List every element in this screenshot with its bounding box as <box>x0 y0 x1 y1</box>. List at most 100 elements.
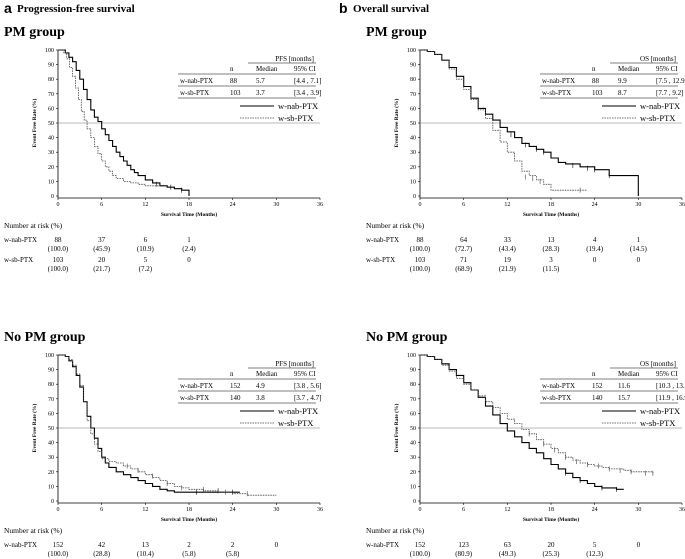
risk-table-title: Number at risk (%) <box>366 526 425 535</box>
risk-count: 88 <box>55 236 63 244</box>
km-curve-w-sb-ptx <box>58 49 160 187</box>
table-cell: 140 <box>592 394 603 402</box>
risk-count: 20 <box>548 541 556 549</box>
y-tick-label: 90 <box>410 63 416 69</box>
table-header-cell: n <box>592 370 596 378</box>
y-tick-label: 20 <box>48 470 54 476</box>
legend-label: w-sb-PTX <box>278 113 313 123</box>
y-tick-label: 70 <box>48 397 54 403</box>
risk-count: 103 <box>415 256 426 264</box>
table-cell: [7.7 , 9.2] <box>656 89 683 97</box>
x-tick-label: 36 <box>317 507 323 513</box>
risk-percent: (100.0) <box>48 550 69 558</box>
x-tick-label: 36 <box>317 202 323 208</box>
x-axis-label: Survival Time (Months) <box>523 516 579 523</box>
risk-percent: (10.4) <box>137 550 155 558</box>
risk-count: 13 <box>548 236 556 244</box>
risk-row-label: w-nab-PTX <box>4 236 37 244</box>
panel-title-pfs: Progression-free survival <box>17 3 135 15</box>
table-cell: 9.9 <box>618 77 627 85</box>
table-header-cell: Median <box>618 65 640 73</box>
table-header-cell: n <box>230 370 234 378</box>
y-tick-label: 20 <box>48 165 54 171</box>
risk-percent: (11.5) <box>543 265 560 273</box>
x-tick-label: 6 <box>462 507 465 513</box>
y-tick-label: 80 <box>410 382 416 388</box>
table-header-cell: 95% CI <box>294 65 316 73</box>
y-tick-label: 90 <box>410 368 416 374</box>
table-header-cell: 95% CI <box>656 370 678 378</box>
risk-row-label: w-sb-PTX <box>4 256 33 264</box>
y-tick-label: 80 <box>48 77 54 83</box>
x-tick-label: 0 <box>419 507 422 513</box>
x-tick-label: 30 <box>273 202 279 208</box>
panel-letter-b: b <box>339 0 348 16</box>
x-tick-label: 18 <box>186 202 192 208</box>
km-curve-w-sb-ptx <box>58 354 277 496</box>
x-axis-label: Survival Time (Months) <box>523 211 579 218</box>
risk-percent: (12.3) <box>586 550 604 558</box>
risk-count: 71 <box>460 256 468 264</box>
risk-percent: (21.9) <box>499 265 517 273</box>
table-cell: 5.7 <box>256 77 265 85</box>
y-tick-label: 50 <box>410 426 416 432</box>
risk-count: 3 <box>549 256 553 264</box>
table-cell: 15.7 <box>618 394 631 402</box>
risk-count: 64 <box>460 236 468 244</box>
risk-percent: (2.4) <box>182 245 196 253</box>
x-tick-label: 18 <box>548 202 554 208</box>
table-cell: w-nab-PTX <box>180 382 213 390</box>
risk-count: 13 <box>142 541 150 549</box>
risk-count: 123 <box>458 541 469 549</box>
risk-count: 0 <box>637 256 641 264</box>
table-cell: 152 <box>592 382 603 390</box>
y-tick-label: 20 <box>410 470 416 476</box>
y-tick-label: 30 <box>48 150 54 156</box>
risk-count: 0 <box>275 541 279 549</box>
risk-count: 2 <box>187 541 191 549</box>
y-tick-label: 100 <box>45 48 54 54</box>
risk-percent: (100.0) <box>410 550 431 558</box>
y-tick-label: 0 <box>51 194 54 200</box>
risk-count: 0 <box>593 256 597 264</box>
table-cell: 103 <box>592 89 603 97</box>
risk-count: 4 <box>593 236 597 244</box>
legend-label: w-nab-PTX <box>640 101 680 111</box>
risk-percent: (28.8) <box>93 550 111 558</box>
risk-percent: (45.9) <box>93 245 111 253</box>
y-tick-label: 60 <box>410 106 416 112</box>
x-tick-label: 36 <box>679 202 685 208</box>
table-cell: [11.9 , 16.9] <box>656 394 685 402</box>
table-cell: w-nab-PTX <box>542 77 575 85</box>
table-cell: 3.7 <box>256 89 265 97</box>
risk-percent: (25.3) <box>543 550 561 558</box>
table-header-cell: n <box>592 65 596 73</box>
risk-count: 33 <box>504 236 512 244</box>
group-title: No PM group <box>366 330 448 345</box>
y-tick-label: 30 <box>410 455 416 461</box>
table-cell: [3.7 , 4.7] <box>294 394 321 402</box>
table-header-cell: Median <box>256 65 278 73</box>
risk-percent: (10.9) <box>137 245 155 253</box>
table-header-cell: Median <box>256 370 278 378</box>
x-axis-label: Survival Time (Months) <box>161 516 217 523</box>
risk-percent: (21.7) <box>93 265 111 273</box>
risk-percent: (68.9) <box>455 265 473 273</box>
risk-percent: (100.0) <box>48 265 69 273</box>
risk-count: 0 <box>637 541 641 549</box>
risk-percent: (80.9) <box>455 550 473 558</box>
table-header-cell: 95% CI <box>656 65 678 73</box>
table-cell: w-sb-PTX <box>180 394 209 402</box>
x-tick-label: 12 <box>142 507 148 513</box>
y-tick-label: 30 <box>48 455 54 461</box>
table-cell: [10.3 , 13.8] <box>656 382 685 390</box>
y-axis-label: Event Free Rate (%) <box>393 404 400 453</box>
y-tick-label: 100 <box>407 48 416 54</box>
risk-percent: (19.4) <box>586 245 604 253</box>
km-curve-w-nab-ptx <box>420 354 624 490</box>
y-tick-label: 40 <box>410 441 416 447</box>
table-header-cell: 95% CI <box>294 370 316 378</box>
header-left: a Progression-free survival <box>4 0 135 16</box>
